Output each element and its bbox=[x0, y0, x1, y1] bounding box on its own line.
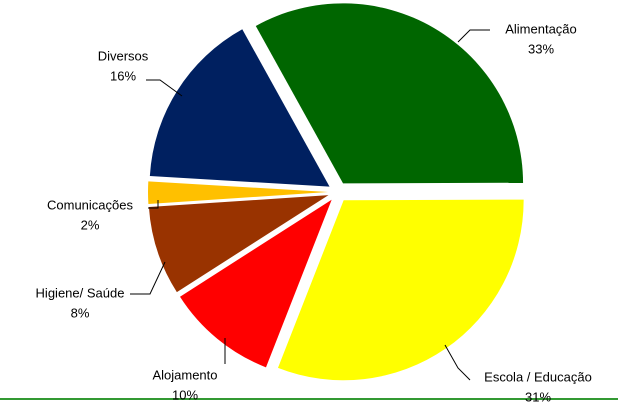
slice-value-label: 31% bbox=[525, 389, 551, 404]
pie-slice bbox=[255, 3, 524, 184]
slice-label: Diversos bbox=[98, 48, 149, 63]
slice-value-label: 33% bbox=[528, 41, 554, 56]
pie-slice bbox=[148, 181, 329, 204]
pie-slice bbox=[148, 195, 329, 293]
slice-label: Escola / Educação bbox=[484, 369, 592, 384]
slice-value-label: 2% bbox=[81, 217, 100, 232]
slice-label: Higiene/ Saúde bbox=[36, 285, 125, 300]
leader-line bbox=[148, 200, 159, 209]
slice-value-label: 16% bbox=[110, 68, 136, 83]
leader-line bbox=[146, 79, 183, 97]
slice-value-label: 8% bbox=[71, 305, 90, 320]
slice-value-label: 10% bbox=[172, 387, 198, 402]
slice-label: Comunicações bbox=[47, 197, 133, 212]
slice-label: Alimentação bbox=[505, 21, 577, 36]
leader-line bbox=[457, 29, 490, 43]
leader-line bbox=[130, 261, 166, 295]
slice-label: Alojamento bbox=[152, 367, 217, 382]
pie-slice bbox=[180, 199, 332, 368]
pie-slice bbox=[277, 199, 524, 381]
leader-line bbox=[444, 344, 471, 381]
pie-slice bbox=[149, 29, 330, 187]
